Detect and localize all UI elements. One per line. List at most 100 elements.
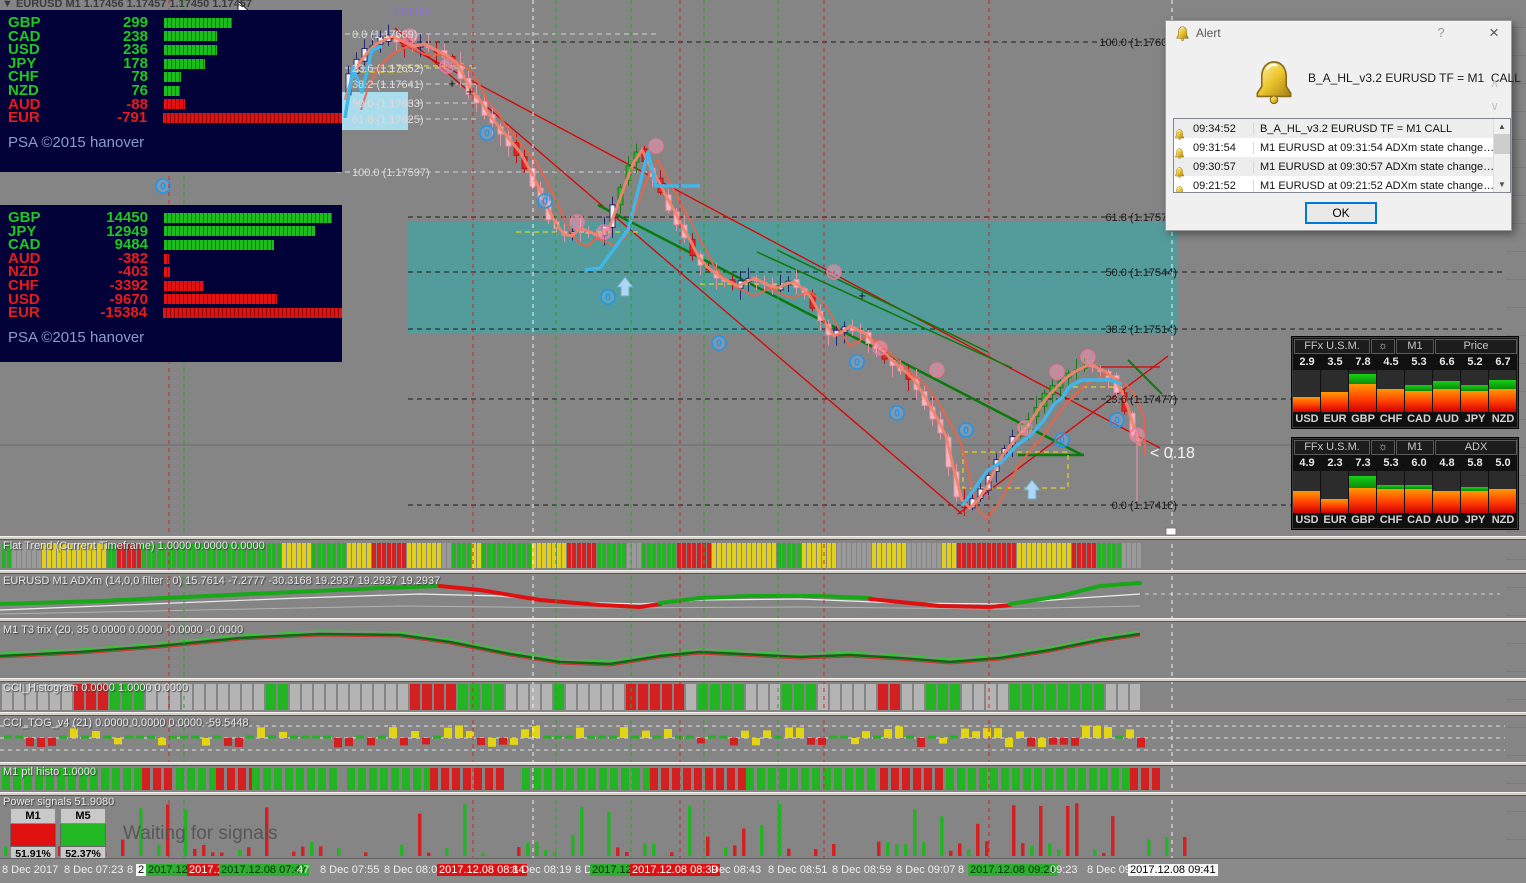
chevron-up-icon[interactable]: ∧ [1490,76,1499,90]
currency-value: 178 [122,54,148,72]
ffx-bar [1377,471,1404,513]
svg-text:0: 0 [574,218,580,229]
time-label: 2017.12.08 08:39 [630,864,720,876]
chart-title-text: EURUSD M1 1.17456 1.17457 1.17450 1.1745… [15,0,253,10]
ffx-bar [1489,370,1516,412]
time-label: 8 Dec 08:59 [832,864,892,876]
svg-text:0.0 (1.17669): 0.0 (1.17669) [352,29,417,41]
alert-row[interactable]: 09:34:52 B_A_HL_v3.2 EURUSD TF = M1 CALL [1174,119,1510,140]
ffx-currency: USD [1295,413,1319,425]
strength-bar [164,99,185,110]
ffx-value: 5.3 [1411,356,1427,368]
currency-code: CAD [8,236,41,254]
flat-trend-pane [2,543,1141,568]
ffx-mode[interactable]: ADX [1435,440,1517,455]
strength-bar [164,17,232,28]
pane-separator[interactable] [0,712,1526,716]
strength-row: JPY 12949 [8,224,342,238]
chevron-down-icon[interactable]: ∨ [1490,99,1499,113]
strength-row: GBP 14450 [8,210,342,225]
alert-row[interactable]: 09:31:54 M1 EURUSD at 09:31:54 ADXm state… [1174,138,1510,159]
svg-text:61.8 (1.17625): 61.8 (1.17625) [352,114,424,126]
ffx-value: 7.8 [1355,356,1371,368]
currency-value: -88 [126,95,148,113]
ffx-timeframe[interactable]: M1 [1396,339,1434,354]
t3-trix-label: M1 T3 trix (20, 35 0.0000 0.0000 -0.0000… [3,624,244,636]
collapse-icon[interactable]: ▼ [2,0,13,10]
time-label: 8 Dec 08:51 [768,864,828,876]
fib-extension-label: 313.0% [392,5,433,19]
ffx-timeframe[interactable]: M1 [1396,440,1434,455]
currency-value: -9670 [109,290,148,308]
alert-text: M1 EURUSD at 09:30:57 ADXm state change… [1253,160,1494,173]
strength-bar [164,44,217,55]
svg-text:0: 0 [160,182,166,193]
cci-histogram-label: CCI_Histogram 0.0000 1.0000 0.0000 [3,682,189,694]
help-button[interactable]: ? [1437,25,1445,40]
scroll-thumb[interactable] [1494,134,1510,154]
svg-text:0: 0 [831,268,837,279]
ffx-value: 4.5 [1383,356,1399,368]
gear-icon[interactable]: ☼ [1371,440,1395,455]
close-button[interactable]: × [1489,23,1499,42]
alert-time: 09:21:52 [1193,179,1236,192]
svg-text:+: + [466,84,474,99]
svg-text:0: 0 [601,228,607,239]
ffx-mode[interactable]: Price [1435,339,1517,354]
time-label: 2017.12.08 09:41 [1128,864,1218,876]
ffx-currency: NZD [1491,514,1515,526]
alert-history-list[interactable]: 09:34:52 B_A_HL_v3.2 EURUSD TF = M1 CALL 0… [1173,118,1511,193]
alert-text: M1 EURUSD at 09:31:54 ADXm state change… [1253,141,1494,154]
ffx-bar [1461,471,1488,513]
svg-text:0: 0 [407,32,413,43]
ffx-value: 6.0 [1411,457,1427,469]
ok-button[interactable]: OK [1305,202,1377,224]
strength-row: EUR -15384 [8,305,342,320]
alert-titlebar[interactable]: Alert ? × [1166,21,1511,44]
time-label: 47 [297,864,310,876]
scroll-down-icon[interactable]: ▼ [1498,180,1506,189]
pane-separator[interactable] [0,678,1526,682]
alert-list-scrollbar[interactable]: ▲ ▼ [1493,119,1510,192]
strength-row: CAD 238 [8,29,342,43]
pane-separator[interactable] [0,536,1526,540]
time-label: 8 Dec 08:19 [512,864,572,876]
power-m1-box: M1 51.91% [10,808,56,862]
time-label: 2017.12.08 08:14 [437,864,527,876]
strength-bar [164,72,181,83]
currency-value: -403 [117,263,148,281]
currency-code: NZD [8,81,39,99]
alert-row[interactable]: 09:30:57 M1 EURUSD at 09:30:57 ADXm state… [1174,157,1510,178]
svg-text:+: + [858,288,866,303]
strength-bar [163,112,342,123]
alert-row[interactable]: 09:21:52 M1 EURUSD at 09:21:52 ADXm state… [1174,176,1510,192]
ffx-value: 4.8 [1439,457,1455,469]
psa-credit: PSA ©2015 hanover [8,328,145,346]
pane-separator[interactable] [0,792,1526,796]
power-m1-title: M1 [10,808,56,824]
strength-row: NZD 76 [8,81,342,99]
time-axis: 8 Dec 2017 8 Dec 07:23 8 2 2017.12. 2017.1 201… [0,858,1526,883]
strength-bar [164,280,204,291]
svg-text:0: 0 [484,129,490,140]
strength-row: JPY 178 [8,54,342,72]
cci-histogram-pane [2,684,1140,710]
ffx-bar [1349,471,1376,513]
strength-row: USD -9670 [8,290,342,308]
ffx-value: 7.3 [1355,457,1371,469]
pane-separator[interactable] [0,618,1526,622]
vline-handle [1165,527,1177,536]
svg-text:0: 0 [934,366,940,377]
strength-bar [164,212,332,223]
pane-separator[interactable] [0,570,1526,574]
svg-text:0: 0 [1022,424,1028,435]
gear-icon[interactable]: ☼ [1371,339,1395,354]
pane-separator[interactable] [0,762,1526,766]
ffx-currency: USD [1295,514,1319,526]
svg-text:38.2 (1.17641): 38.2 (1.17641) [352,79,424,91]
scroll-up-icon[interactable]: ▲ [1498,122,1506,131]
time-label: 8 Dec 09: [1087,864,1135,876]
svg-text:0: 0 [1114,416,1120,427]
ffx-currency: GBP [1351,514,1375,526]
